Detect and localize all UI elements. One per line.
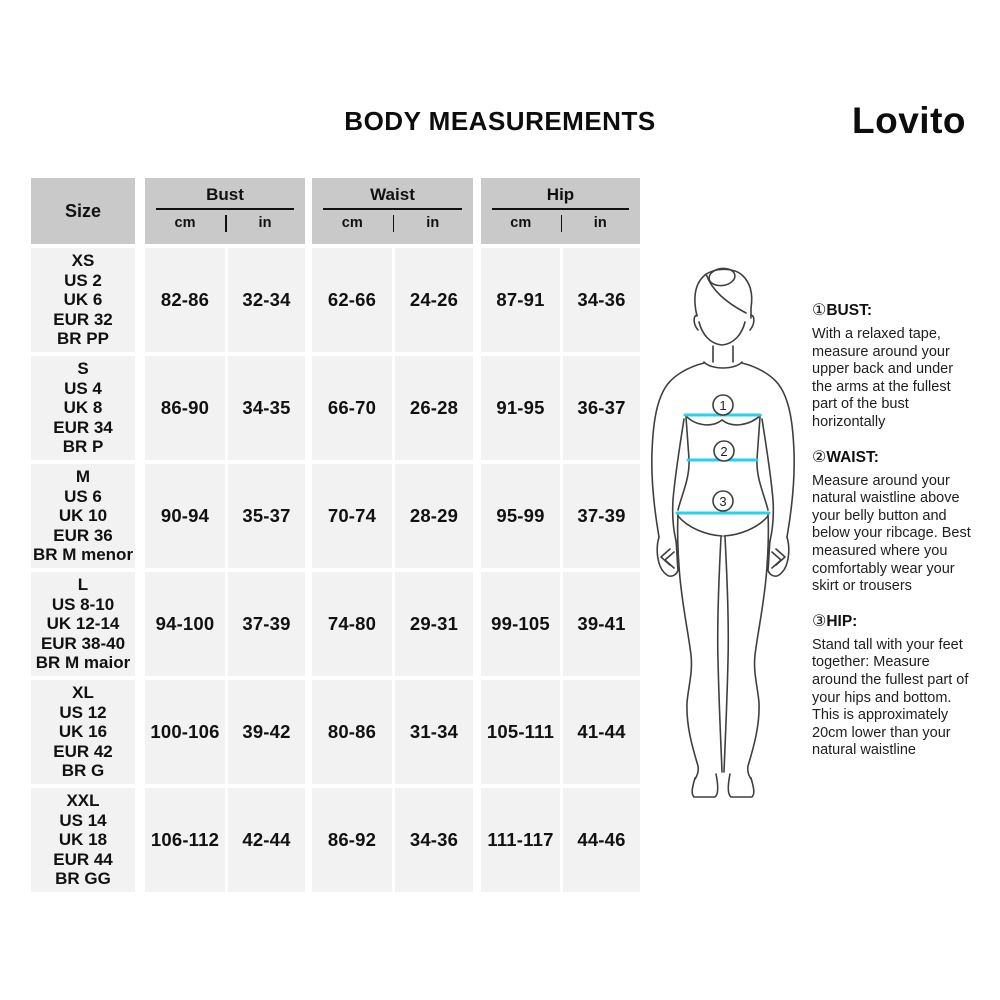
cell-waist-cm: 66-70 (312, 356, 392, 460)
unit-cm-label: cm (174, 214, 196, 231)
header-group-bust: Bust cm in (145, 178, 305, 244)
page-title: BODY MEASUREMENTS (344, 106, 656, 136)
table-row: XXL US 14 UK 18 EUR 44 BR GG 106-112 42-… (31, 788, 643, 892)
cell-bust-cm: 100-106 (145, 680, 225, 784)
cell-hip-cm: 91-95 (481, 356, 560, 460)
cell-waist-in: 24-26 (395, 248, 473, 352)
bust-marker-number: 1 (719, 398, 726, 413)
hip-marker-number: 3 (719, 494, 726, 509)
bust-curve (684, 414, 762, 426)
header-group-waist: Waist cm in (312, 178, 473, 244)
cell-waist-cm: 74-80 (312, 572, 392, 676)
cell-hip-in: 36-37 (563, 356, 640, 460)
bust-marker-circle (712, 394, 734, 416)
guide-text-bust: With a relaxed tape, measure around your… (812, 326, 954, 430)
guide-text-waist: Measure around your natural waistline ab… (812, 472, 971, 595)
measurement-guide: ①BUST: With a relaxed tape, measure arou… (812, 300, 974, 775)
cell-bust-cm: 82-86 (145, 248, 225, 352)
group-label: Bust (206, 185, 244, 204)
unit-divider (225, 214, 227, 232)
cell-waist-in: 31-34 (395, 680, 473, 784)
cell-waist-cm: 62-66 (312, 248, 392, 352)
header-divider (156, 208, 294, 210)
circled-number-2: ② (812, 448, 827, 466)
hair-bun (708, 267, 736, 287)
waist-marker-circle (713, 440, 735, 462)
cell-bust-in: 39-42 (228, 680, 305, 784)
cell-size: XXL US 14 UK 18 EUR 44 BR GG (31, 788, 135, 892)
cell-waist-cm: 70-74 (312, 464, 392, 568)
cell-bust-in: 34-35 (228, 356, 305, 460)
header-divider (492, 208, 629, 210)
cell-hip-cm: 99-105 (481, 572, 560, 676)
cell-hip-in: 44-46 (563, 788, 640, 892)
cell-bust-in: 32-34 (228, 248, 305, 352)
hip-marker-circle (712, 490, 734, 512)
waist-marker-number: 2 (720, 444, 727, 459)
cell-waist-cm: 80-86 (312, 680, 392, 784)
header-group-hip: Hip cm in (481, 178, 640, 244)
figure-outline (651, 267, 795, 798)
cell-bust-in: 37-39 (228, 572, 305, 676)
guide-text-hip: Stand tall with your feet together: Meas… (812, 636, 969, 759)
cell-waist-in: 29-31 (395, 572, 473, 676)
group-label: Waist (370, 185, 415, 204)
unit-in-label: in (593, 214, 607, 231)
circled-number-3: ③ (812, 612, 827, 630)
cell-bust-cm: 94-100 (145, 572, 225, 676)
header-size: Size (31, 178, 135, 244)
cell-hip-in: 34-36 (563, 248, 640, 352)
unit-cm-label: cm (510, 214, 532, 231)
cell-hip-cm: 111-117 (481, 788, 560, 892)
table-row: XS US 2 UK 6 EUR 32 BR PP 82-86 32-34 62… (31, 248, 643, 352)
right-foot (727, 773, 755, 798)
cell-bust-cm: 106-112 (145, 788, 225, 892)
cell-size: L US 8-10 UK 12-14 EUR 38-40 BR M maior (31, 572, 135, 676)
brand-logo: Lovito (852, 100, 966, 141)
unit-cm-label: cm (341, 214, 363, 231)
table-row: S US 4 UK 8 EUR 34 BR P 86-90 34-35 66-7… (31, 356, 643, 460)
left-foot (691, 773, 719, 798)
guide-heading-hip: ③HIP: (812, 612, 858, 630)
cell-hip-cm: 105-111 (481, 680, 560, 784)
table-header-row: Size Bust cm in Waist cm in Hip cm (31, 178, 643, 244)
cell-size: XL US 12 UK 16 EUR 42 BR G (31, 680, 135, 784)
body-figure: 1 2 3 (638, 250, 808, 810)
cell-bust-cm: 86-90 (145, 356, 225, 460)
table-row: L US 8-10 UK 12-14 EUR 38-40 BR M maior … (31, 572, 643, 676)
guide-heading-waist: ②WAIST: (812, 448, 879, 466)
cell-waist-in: 34-36 (395, 788, 473, 892)
cell-bust-cm: 90-94 (145, 464, 225, 568)
unit-divider (560, 214, 562, 232)
cell-size: M US 6 UK 10 EUR 36 BR M menor (31, 464, 135, 568)
header-divider (323, 208, 462, 210)
guide-heading-bust: ①BUST: (812, 302, 872, 319)
size-chart-table: Size Bust cm in Waist cm in Hip cm (31, 178, 643, 896)
unit-in-label: in (258, 214, 272, 231)
left-hand (656, 536, 679, 577)
cell-hip-in: 37-39 (563, 464, 640, 568)
cell-hip-in: 41-44 (563, 680, 640, 784)
cell-waist-in: 28-29 (395, 464, 473, 568)
cell-waist-cm: 86-92 (312, 788, 392, 892)
cell-hip-cm: 87-91 (481, 248, 560, 352)
cell-bust-in: 42-44 (228, 788, 305, 892)
circled-number-1: ① (812, 302, 827, 319)
unit-divider (392, 214, 394, 232)
table-row: XL US 12 UK 16 EUR 42 BR G 100-106 39-42… (31, 680, 643, 784)
cell-hip-in: 39-41 (563, 572, 640, 676)
cell-size: XS US 2 UK 6 EUR 32 BR PP (31, 248, 135, 352)
right-hand (767, 536, 790, 577)
cell-waist-in: 26-28 (395, 356, 473, 460)
cell-bust-in: 35-37 (228, 464, 305, 568)
cell-size: S US 4 UK 8 EUR 34 BR P (31, 356, 135, 460)
cell-hip-cm: 95-99 (481, 464, 560, 568)
unit-in-label: in (426, 214, 440, 231)
table-row: M US 6 UK 10 EUR 36 BR M menor 90-94 35-… (31, 464, 643, 568)
group-label: Hip (546, 185, 575, 204)
body-figure-drawing: 1 2 3 (651, 267, 795, 798)
